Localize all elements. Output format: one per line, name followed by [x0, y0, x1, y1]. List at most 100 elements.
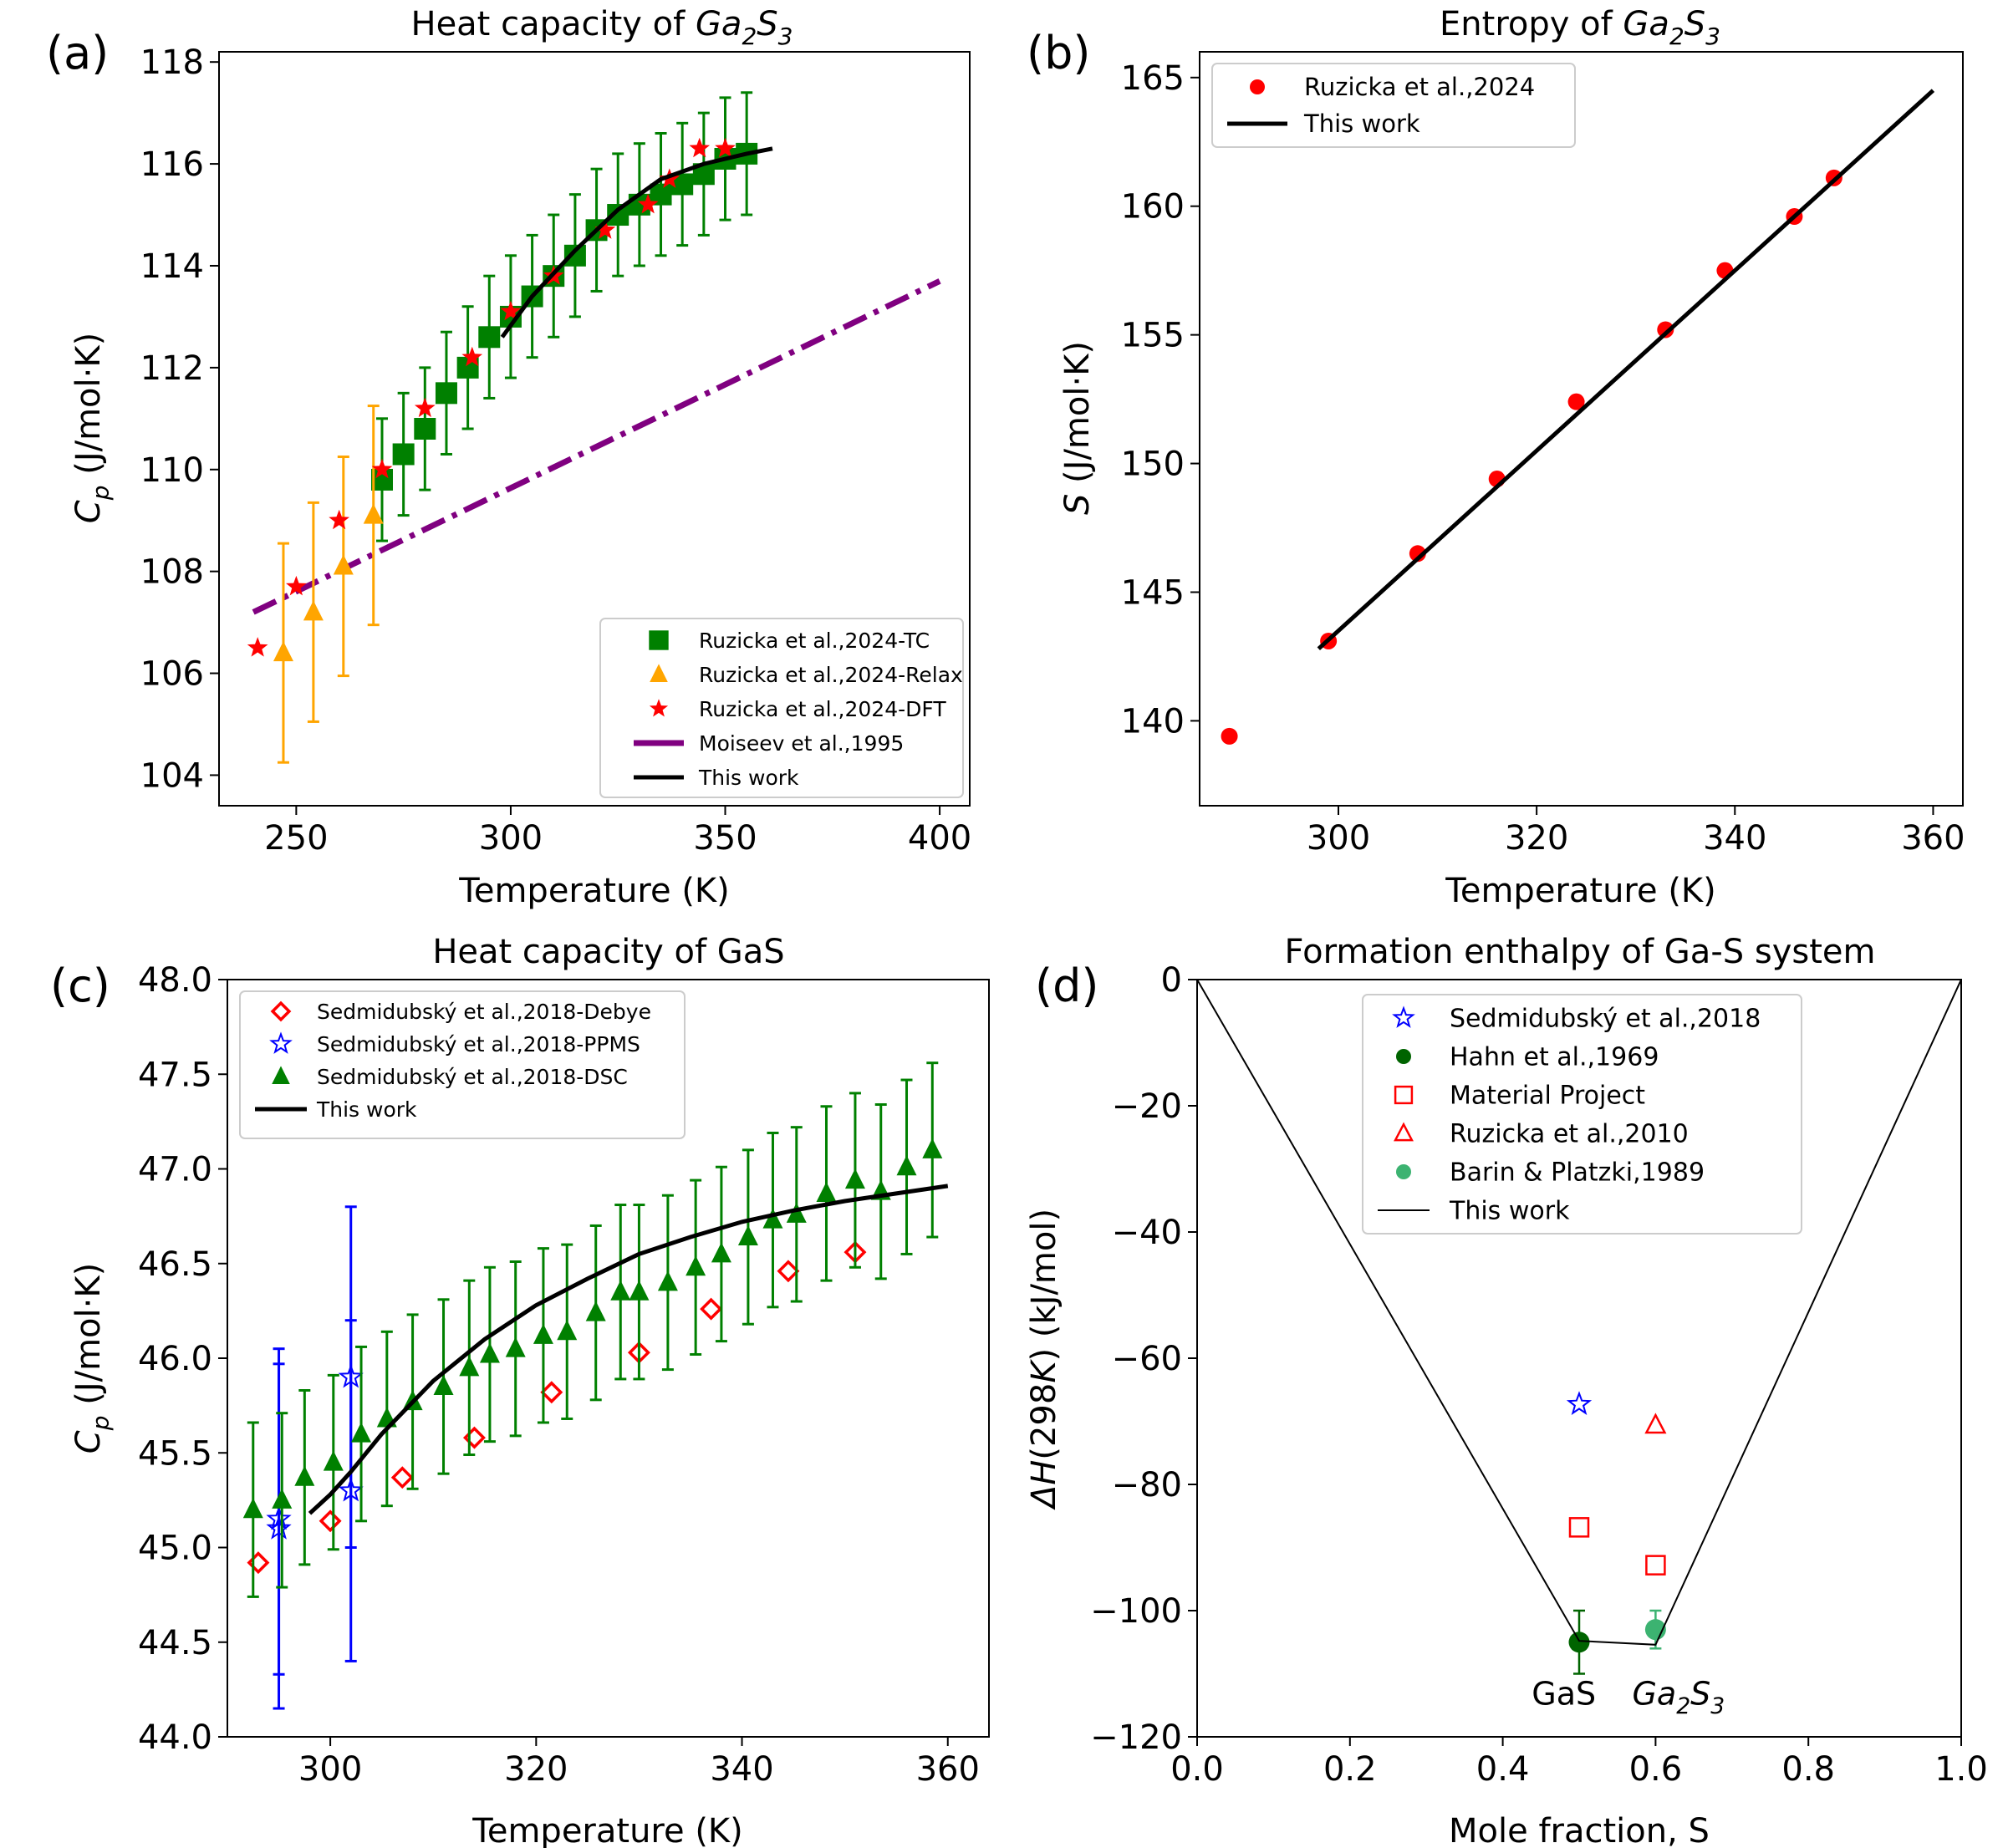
legend-label: This work — [1449, 1197, 1570, 1226]
data-point — [844, 1168, 865, 1189]
y-tick-label: 116 — [140, 145, 204, 184]
y-tick-label: 45.5 — [138, 1434, 212, 1473]
legend: Ruzicka et al.,2024-TC Ruzicka et al.,202… — [599, 618, 964, 798]
data-point — [414, 397, 436, 418]
data-point — [762, 1208, 783, 1229]
legend-item-sedmidubsk-et-al-2018: Sedmidubský et al.,2018 — [1392, 1005, 1761, 1034]
legend-item-this-work: This work — [634, 766, 799, 790]
legend: Sedmidubský et al.,2018-Debye Sedmidubský… — [239, 990, 686, 1139]
legend-box — [599, 618, 964, 798]
x-tick-label: 360 — [916, 1750, 980, 1789]
data-point — [637, 193, 659, 214]
y-tick-label: 140 — [1121, 702, 1185, 741]
axes-frame — [1196, 979, 1962, 1738]
y-tick-label: 150 — [1121, 445, 1185, 484]
axes-frame — [227, 979, 990, 1738]
chart-title: Formation enthalpy of Ga-S system — [1285, 933, 1876, 971]
y-axis-label: ΔH(298K) (kJ/mol) — [1025, 1209, 1063, 1510]
data-point — [392, 443, 415, 466]
panel-label: (a) — [46, 27, 109, 79]
y-tick-label: −80 — [1112, 1466, 1182, 1504]
series-sedmidubsk-et-al-2018-dsc — [242, 1061, 943, 1598]
panel-b: (b) Entropy of Ga2S3 S (J/mol·K) Temperatur… — [1027, 5, 1965, 910]
y-tick-label: 145 — [1121, 573, 1185, 612]
legend-label: Sedmidubský et al.,2018-DSC — [317, 1065, 628, 1089]
y-tick-label: −100 — [1090, 1592, 1182, 1631]
series-line-this-work — [500, 146, 773, 339]
legend-swatch — [649, 699, 669, 717]
y-tick-label: 47.0 — [138, 1151, 212, 1189]
y-tick-label: 47.5 — [138, 1056, 212, 1094]
data-point — [351, 1422, 372, 1443]
data-point — [1568, 1517, 1590, 1538]
y-tick-label: 165 — [1121, 59, 1185, 98]
data-point — [303, 600, 324, 621]
data-point — [505, 1336, 526, 1357]
data-point — [715, 137, 736, 158]
data-point — [329, 509, 349, 530]
legend-label: Ruzicka et al.,2024-DFT — [699, 697, 946, 721]
x-tick-label: 340 — [710, 1750, 773, 1789]
legend-label: Ruzicka et al.,2024-TC — [699, 629, 930, 653]
x-tick-label: 250 — [264, 819, 328, 858]
legend-label: Sedmidubský et al.,2018-PPMS — [317, 1032, 640, 1056]
legend-label: Sedmidubský et al.,2018 — [1450, 1005, 1761, 1034]
annotation-gas: GaS — [1532, 1676, 1596, 1713]
y-tick-label: 0 — [1161, 961, 1182, 1000]
legend-item-ruzicka-et-al-2024-relax: Ruzicka et al.,2024-Relax — [650, 663, 963, 687]
y-tick-label: 112 — [140, 349, 204, 388]
data-point — [629, 1280, 650, 1301]
legend-label: This work — [698, 766, 799, 790]
data-point — [557, 1320, 578, 1341]
data-point — [1567, 393, 1585, 410]
legend-item-this-work: This work — [1378, 1197, 1570, 1226]
data-point — [896, 1155, 917, 1176]
legend-item-ruzicka-et-al-2024-tc: Ruzicka et al.,2024-TC — [649, 629, 930, 653]
data-point — [478, 326, 501, 349]
chart-title: Entropy of Ga2S3 — [1440, 5, 1720, 50]
legend-box — [239, 990, 686, 1139]
data-point — [610, 1280, 631, 1301]
annotation-ga2s3: Ga2S3 — [1632, 1676, 1725, 1720]
y-axis-label: Cp (J/mol·K) — [69, 333, 115, 523]
legend-label: Ruzicka et al.,2024 — [1304, 73, 1535, 101]
data-point — [540, 1381, 563, 1404]
y-tick-label: −20 — [1112, 1087, 1182, 1126]
y-axis-label: Cp (J/mol·K) — [69, 1263, 115, 1453]
series-material-project — [1568, 1517, 1666, 1576]
panel-label: (d) — [1035, 960, 1098, 1012]
y-tick-label: 106 — [140, 655, 204, 694]
y-tick-label: 44.5 — [138, 1624, 212, 1662]
data-point — [461, 346, 483, 367]
data-point — [479, 1342, 500, 1363]
data-point — [294, 1465, 315, 1486]
data-point — [1645, 1555, 1666, 1576]
plot-area — [1197, 980, 1961, 1675]
data-point — [1566, 1391, 1593, 1415]
data-point — [657, 1270, 678, 1291]
series-sedmidubsk-et-al-2018-ppms — [266, 1205, 364, 1710]
legend-swatch — [1396, 1164, 1411, 1179]
legend-item-ruzicka-et-al-2024-dft: Ruzicka et al.,2024-DFT — [649, 697, 946, 721]
data-point — [585, 1301, 606, 1321]
data-point — [333, 554, 354, 575]
x-tick-label: 350 — [693, 819, 757, 858]
legend-swatch — [1392, 1005, 1415, 1028]
y-tick-label: −120 — [1090, 1718, 1182, 1757]
series-sedmidubsk-et-al-2018 — [1566, 1391, 1593, 1415]
data-point — [363, 503, 384, 524]
x-tick-label: 400 — [908, 819, 971, 858]
data-point — [533, 1323, 553, 1344]
legend-swatch — [1394, 1085, 1414, 1105]
panel-a: (a) Heat capacity of Ga2S3 Cp (J/mol·K) Tem… — [46, 5, 971, 910]
y-tick-label: −40 — [1112, 1214, 1182, 1252]
legend-label: Hahn et al.,1969 — [1450, 1043, 1659, 1072]
x-tick-label: 0.6 — [1629, 1750, 1683, 1789]
legend-swatch — [272, 1066, 290, 1084]
data-point — [500, 300, 522, 321]
x-tick-label: 0.4 — [1476, 1750, 1530, 1789]
data-point — [435, 382, 457, 405]
data-point — [1221, 727, 1238, 745]
y-tick-label: −60 — [1112, 1340, 1182, 1378]
